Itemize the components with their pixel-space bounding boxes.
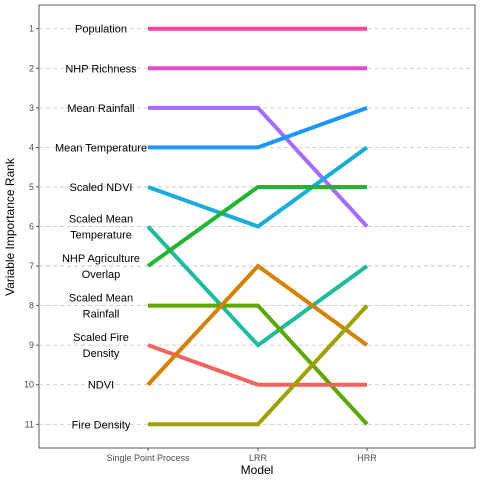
series-line: [146, 225, 369, 348]
variable-label: NHP Richness: [65, 63, 137, 75]
y-tick-label: 5: [29, 182, 34, 192]
y-tick-label: 1: [29, 24, 34, 34]
variable-label: Density: [83, 348, 120, 360]
variable-labels: Population NHP Richness Mean Rainfall Mean …: [55, 24, 147, 432]
x-tick-label: Single Point Process: [106, 453, 190, 463]
variable-label: Temperature: [70, 230, 132, 242]
y-tick-label: 9: [29, 340, 34, 350]
y-tick-label: 11: [25, 419, 34, 429]
variable-label: Scaled Fire: [73, 332, 129, 344]
variable-label: Overlap: [82, 269, 121, 281]
x-tick-label: LRR: [249, 453, 268, 463]
variable-label: Scaled Mean: [69, 214, 133, 226]
y-tick-label: 2: [29, 63, 34, 73]
y-tick-label: 4: [29, 142, 34, 152]
y-tick-label: 10: [24, 380, 34, 390]
variable-label: Mean Temperature: [55, 142, 147, 154]
variable-label: Population: [75, 24, 127, 36]
variable-label: Rainfall: [83, 309, 120, 321]
variable-label: Mean Rainfall: [67, 103, 134, 115]
y-axis: 1 2 3 4 5 6 7 8 9 10 11: [24, 24, 39, 429]
y-tick-label: 6: [29, 222, 34, 232]
series-line: [147, 145, 369, 229]
series-line: [146, 263, 369, 387]
series-line: [148, 304, 369, 427]
variable-label: Fire Density: [72, 419, 131, 431]
series-line: [148, 105, 368, 150]
series-line: [147, 343, 367, 387]
variable-label: NHP Agriculture: [62, 253, 140, 265]
series-line: [146, 184, 367, 268]
variable-label: Scaled Mean: [69, 293, 133, 305]
x-axis-title: Model: [241, 463, 274, 477]
x-axis: Single Point Process LRR HRR: [106, 448, 377, 463]
series-lines: [146, 26, 369, 427]
variable-label: Scaled NDVI: [70, 182, 133, 194]
y-tick-label: 8: [29, 301, 34, 311]
y-tick-label: 7: [29, 261, 34, 271]
variable-label: NDVI: [88, 380, 114, 392]
x-tick-label: HRR: [357, 453, 377, 463]
y-axis-title: Variable Importance Rank: [3, 157, 17, 296]
y-tick-label: 3: [29, 103, 34, 113]
